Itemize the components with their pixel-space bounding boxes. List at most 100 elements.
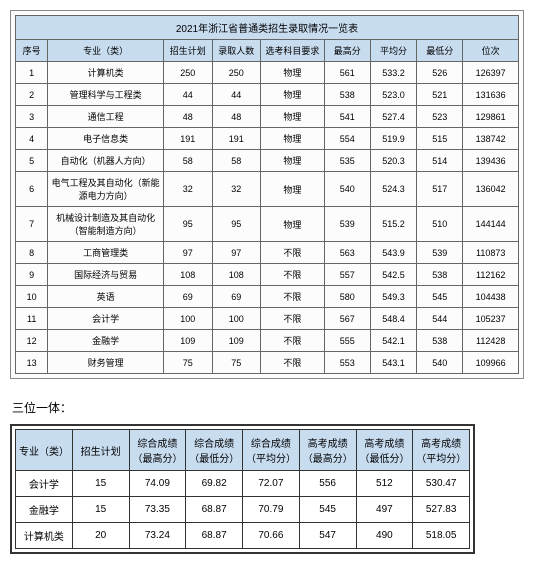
- table-cell: 523: [417, 106, 463, 128]
- table-row: 12金融学109109不限555542.1538112428: [16, 330, 519, 352]
- table-cell: 97: [212, 242, 261, 264]
- table-cell: 72.07: [243, 471, 300, 497]
- table-cell: 538: [417, 264, 463, 286]
- table-cell: 520.3: [370, 150, 416, 172]
- table-cell: 4: [16, 128, 48, 150]
- table-cell: 会计学: [16, 471, 73, 497]
- table-cell: 580: [324, 286, 370, 308]
- table-cell: 545: [417, 286, 463, 308]
- table1-header: 选考科目要求: [261, 40, 325, 62]
- table-cell: 129861: [463, 106, 519, 128]
- table2-header: 高考成绩（最低分）: [356, 430, 413, 471]
- table-row: 10英语6969不限580549.3545104438: [16, 286, 519, 308]
- table-cell: 70.66: [243, 523, 300, 549]
- table-cell: 44: [163, 84, 212, 106]
- table-cell: 109: [163, 330, 212, 352]
- trinity-table: 专业（类）招生计划综合成绩（最高分）综合成绩（最低分）综合成绩（平均分）高考成绩…: [15, 429, 470, 549]
- table-cell: 15: [72, 471, 129, 497]
- table-cell: 112428: [463, 330, 519, 352]
- table-cell: 526: [417, 62, 463, 84]
- table-cell: 32: [212, 172, 261, 207]
- table-row: 3通信工程4848物理541527.4523129861: [16, 106, 519, 128]
- table-cell: 12: [16, 330, 48, 352]
- table-row: 11会计学100100不限567548.4544105237: [16, 308, 519, 330]
- table1-container: 2021年浙江省普通类招生录取情况一览表序号专业（类）招生计划录取人数选考科目要…: [10, 10, 524, 379]
- table-cell: 英语: [48, 286, 164, 308]
- table-cell: 20: [72, 523, 129, 549]
- table-cell: 100: [163, 308, 212, 330]
- table-cell: 527.83: [413, 497, 470, 523]
- table-cell: 13: [16, 352, 48, 374]
- section-label: 三位一体：: [12, 399, 524, 416]
- table-cell: 540: [324, 172, 370, 207]
- table-cell: 97: [163, 242, 212, 264]
- table-cell: 108: [212, 264, 261, 286]
- table-row: 会计学1574.0969.8272.07556512530.47: [16, 471, 470, 497]
- table-cell: 69.82: [186, 471, 243, 497]
- table-row: 金融学1573.3568.8770.79545497527.83: [16, 497, 470, 523]
- table-cell: 490: [356, 523, 413, 549]
- table-cell: 554: [324, 128, 370, 150]
- table-cell: 70.79: [243, 497, 300, 523]
- table-cell: 不限: [261, 264, 325, 286]
- table-cell: 533.2: [370, 62, 416, 84]
- table-cell: 不限: [261, 330, 325, 352]
- table-cell: 工商管理类: [48, 242, 164, 264]
- table-cell: 105237: [463, 308, 519, 330]
- table-cell: 财务管理: [48, 352, 164, 374]
- table-cell: 557: [324, 264, 370, 286]
- table-cell: 515.2: [370, 207, 416, 242]
- table-row: 7机械设计制造及其自动化（智能制造方向）9595物理539515.2510144…: [16, 207, 519, 242]
- table-cell: 32: [163, 172, 212, 207]
- table2-header: 高考成绩（最高分）: [299, 430, 356, 471]
- table-cell: 110873: [463, 242, 519, 264]
- table-cell: 104438: [463, 286, 519, 308]
- table-cell: 2: [16, 84, 48, 106]
- table1-header: 最低分: [417, 40, 463, 62]
- table-cell: 不限: [261, 242, 325, 264]
- table-cell: 543.1: [370, 352, 416, 374]
- table1-header: 位次: [463, 40, 519, 62]
- table-cell: 8: [16, 242, 48, 264]
- table-cell: 539: [417, 242, 463, 264]
- table-cell: 521: [417, 84, 463, 106]
- table-cell: 58: [212, 150, 261, 172]
- table-cell: 电气工程及其自动化（新能源电力方向）: [48, 172, 164, 207]
- table-cell: 524.3: [370, 172, 416, 207]
- table-cell: 3: [16, 106, 48, 128]
- admission-table: 2021年浙江省普通类招生录取情况一览表序号专业（类）招生计划录取人数选考科目要…: [15, 15, 519, 374]
- table-cell: 管理科学与工程类: [48, 84, 164, 106]
- table-cell: 金融学: [16, 497, 73, 523]
- table-cell: 545: [299, 497, 356, 523]
- table-cell: 通信工程: [48, 106, 164, 128]
- table-cell: 523.0: [370, 84, 416, 106]
- table-cell: 74.09: [129, 471, 186, 497]
- table-row: 4电子信息类191191物理554519.9515138742: [16, 128, 519, 150]
- table-cell: 527.4: [370, 106, 416, 128]
- table-cell: 250: [163, 62, 212, 84]
- table-row: 计算机类2073.2468.8770.66547490518.05: [16, 523, 470, 549]
- table-cell: 69: [212, 286, 261, 308]
- table-cell: 563: [324, 242, 370, 264]
- table-cell: 15: [72, 497, 129, 523]
- table-cell: 计算机类: [48, 62, 164, 84]
- table-cell: 553: [324, 352, 370, 374]
- table-cell: 542.1: [370, 330, 416, 352]
- table-cell: 191: [163, 128, 212, 150]
- table-cell: 540: [417, 352, 463, 374]
- table-cell: 109966: [463, 352, 519, 374]
- table-cell: 544: [417, 308, 463, 330]
- table-row: 6电气工程及其自动化（新能源电力方向）3232物理540524.35171360…: [16, 172, 519, 207]
- table-cell: 58: [163, 150, 212, 172]
- table-cell: 109: [212, 330, 261, 352]
- table-cell: 48: [212, 106, 261, 128]
- table-cell: 510: [417, 207, 463, 242]
- table-cell: 144144: [463, 207, 519, 242]
- table-row: 5自动化（机器人方向）5858物理535520.3514139436: [16, 150, 519, 172]
- table2-header: 招生计划: [72, 430, 129, 471]
- table-cell: 48: [163, 106, 212, 128]
- table-cell: 497: [356, 497, 413, 523]
- table-cell: 物理: [261, 84, 325, 106]
- table-cell: 不限: [261, 308, 325, 330]
- table-cell: 191: [212, 128, 261, 150]
